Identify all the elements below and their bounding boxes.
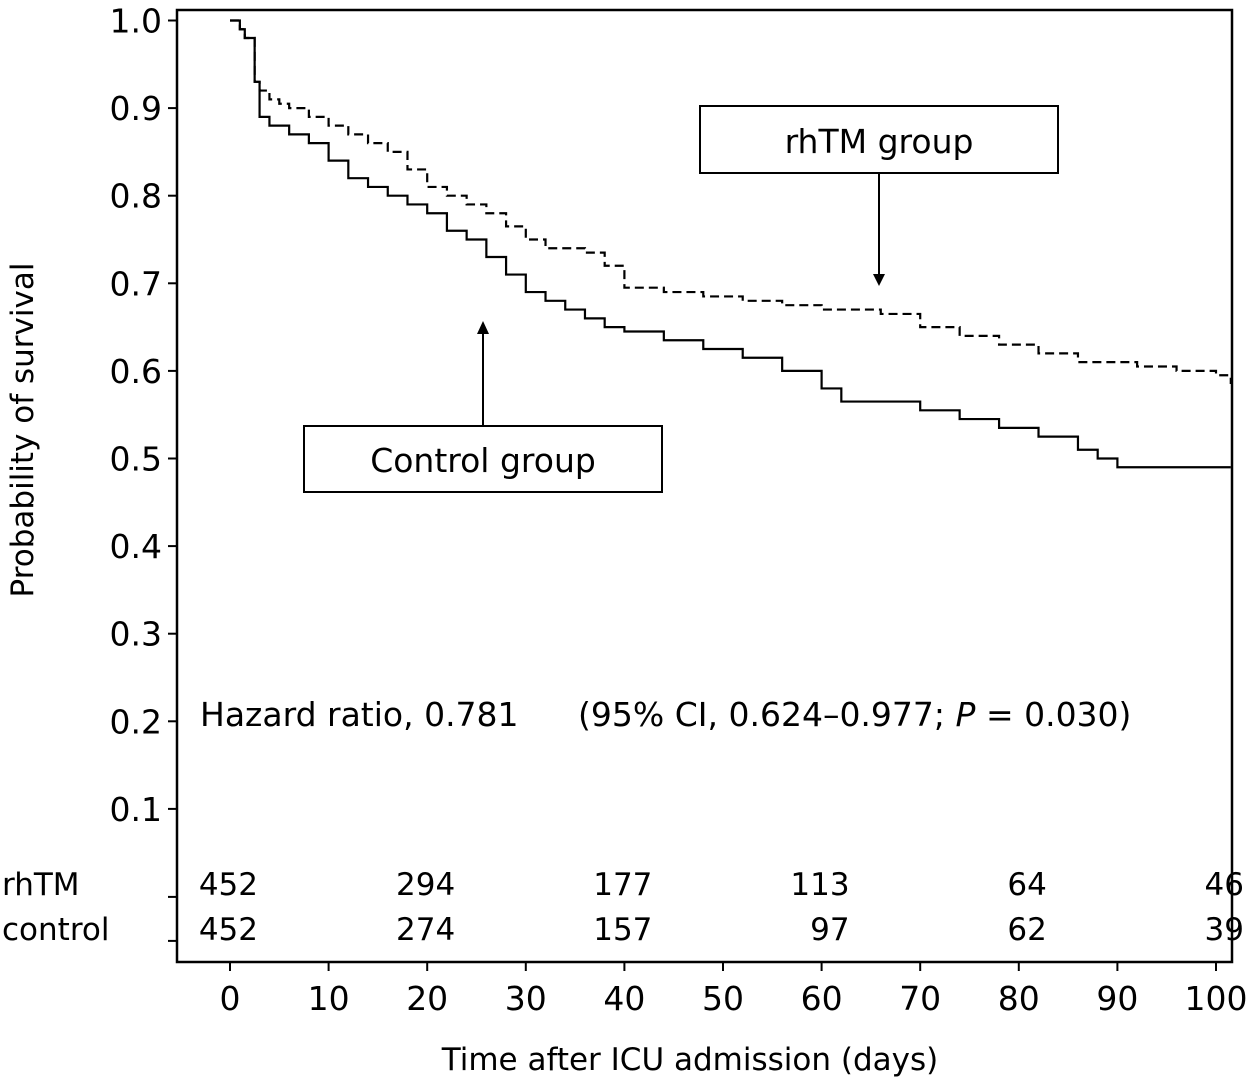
y-axis-ticks: 0.1 0.2 0.3 0.4 0.5 0.6 0.7 0.8 0.9 1.0 <box>110 2 177 942</box>
risk-table-value: 64 <box>1007 867 1046 903</box>
x-axis-title: Time after ICU admission (days) <box>441 1042 938 1078</box>
y-tick-label: 0.5 <box>110 440 162 479</box>
x-tick-label: 40 <box>603 979 645 1018</box>
x-tick-label: 80 <box>998 979 1040 1018</box>
control-arrow-head <box>477 321 489 334</box>
risk-row-label-control: control <box>2 912 109 948</box>
risk-table-value: 113 <box>790 867 849 903</box>
ci-text-post: = 0.030) <box>986 695 1132 734</box>
risk-table-value: 46 <box>1205 867 1244 903</box>
rhtm-arrow-head <box>873 274 885 286</box>
rhtm-label-box <box>699 105 1059 174</box>
y-tick-label: 0.6 <box>110 352 162 391</box>
y-tick-label: 0.9 <box>110 89 162 128</box>
x-axis-ticks: 0 10 20 30 40 50 60 70 80 90 100 <box>220 962 1246 1018</box>
x-tick-label: 0 <box>220 979 241 1018</box>
y-tick-label: 0.1 <box>110 790 162 829</box>
y-tick-label: 1.0 <box>110 2 162 41</box>
risk-table-values: 452 294 177 113 64 46 452 274 157 97 62 39 <box>199 867 1244 948</box>
y-tick-label: 0.2 <box>110 702 162 741</box>
y-tick-label: 0.8 <box>110 177 162 216</box>
ci-text-pre: (95% CI, 0.624–0.977; <box>578 695 945 734</box>
x-tick-label: 30 <box>505 979 547 1018</box>
risk-row-label-rhtm: rhTM <box>2 867 80 903</box>
y-tick-label: 0.4 <box>110 527 162 566</box>
ci-text: (95% CI, 0.624–0.977; P = 0.030) <box>578 695 1131 734</box>
risk-table-value: 157 <box>593 912 652 948</box>
rhtm-survival-line <box>230 19 1232 385</box>
series-layer <box>230 19 1232 469</box>
y-tick-label: 0.3 <box>110 615 162 654</box>
risk-table-value: 452 <box>199 912 258 948</box>
hazard-ratio-text: Hazard ratio, 0.781 <box>200 695 519 734</box>
x-tick-label: 50 <box>702 979 744 1018</box>
x-tick-label: 70 <box>899 979 941 1018</box>
rhtm-label: rhTM group <box>785 122 974 161</box>
risk-table-value: 97 <box>810 912 849 948</box>
risk-table-value: 294 <box>396 867 455 903</box>
risk-table-value: 274 <box>396 912 455 948</box>
x-tick-label: 20 <box>406 979 448 1018</box>
x-tick-label: 90 <box>1096 979 1138 1018</box>
x-tick-label: 100 <box>1185 979 1246 1018</box>
risk-table-value: 452 <box>199 867 258 903</box>
risk-table-value: 177 <box>593 867 652 903</box>
control-survival-line <box>230 19 1231 469</box>
x-tick-label: 60 <box>801 979 843 1018</box>
plot-frame <box>175 8 1234 964</box>
y-axis-title: Probability of survival <box>5 263 41 598</box>
control-label: Control group <box>370 441 596 480</box>
risk-table-value: 39 <box>1205 912 1244 948</box>
y-tick-label: 0.7 <box>110 264 162 303</box>
x-tick-label: 10 <box>308 979 350 1018</box>
risk-table-value: 62 <box>1007 912 1046 948</box>
ci-text-p: P <box>956 695 976 734</box>
